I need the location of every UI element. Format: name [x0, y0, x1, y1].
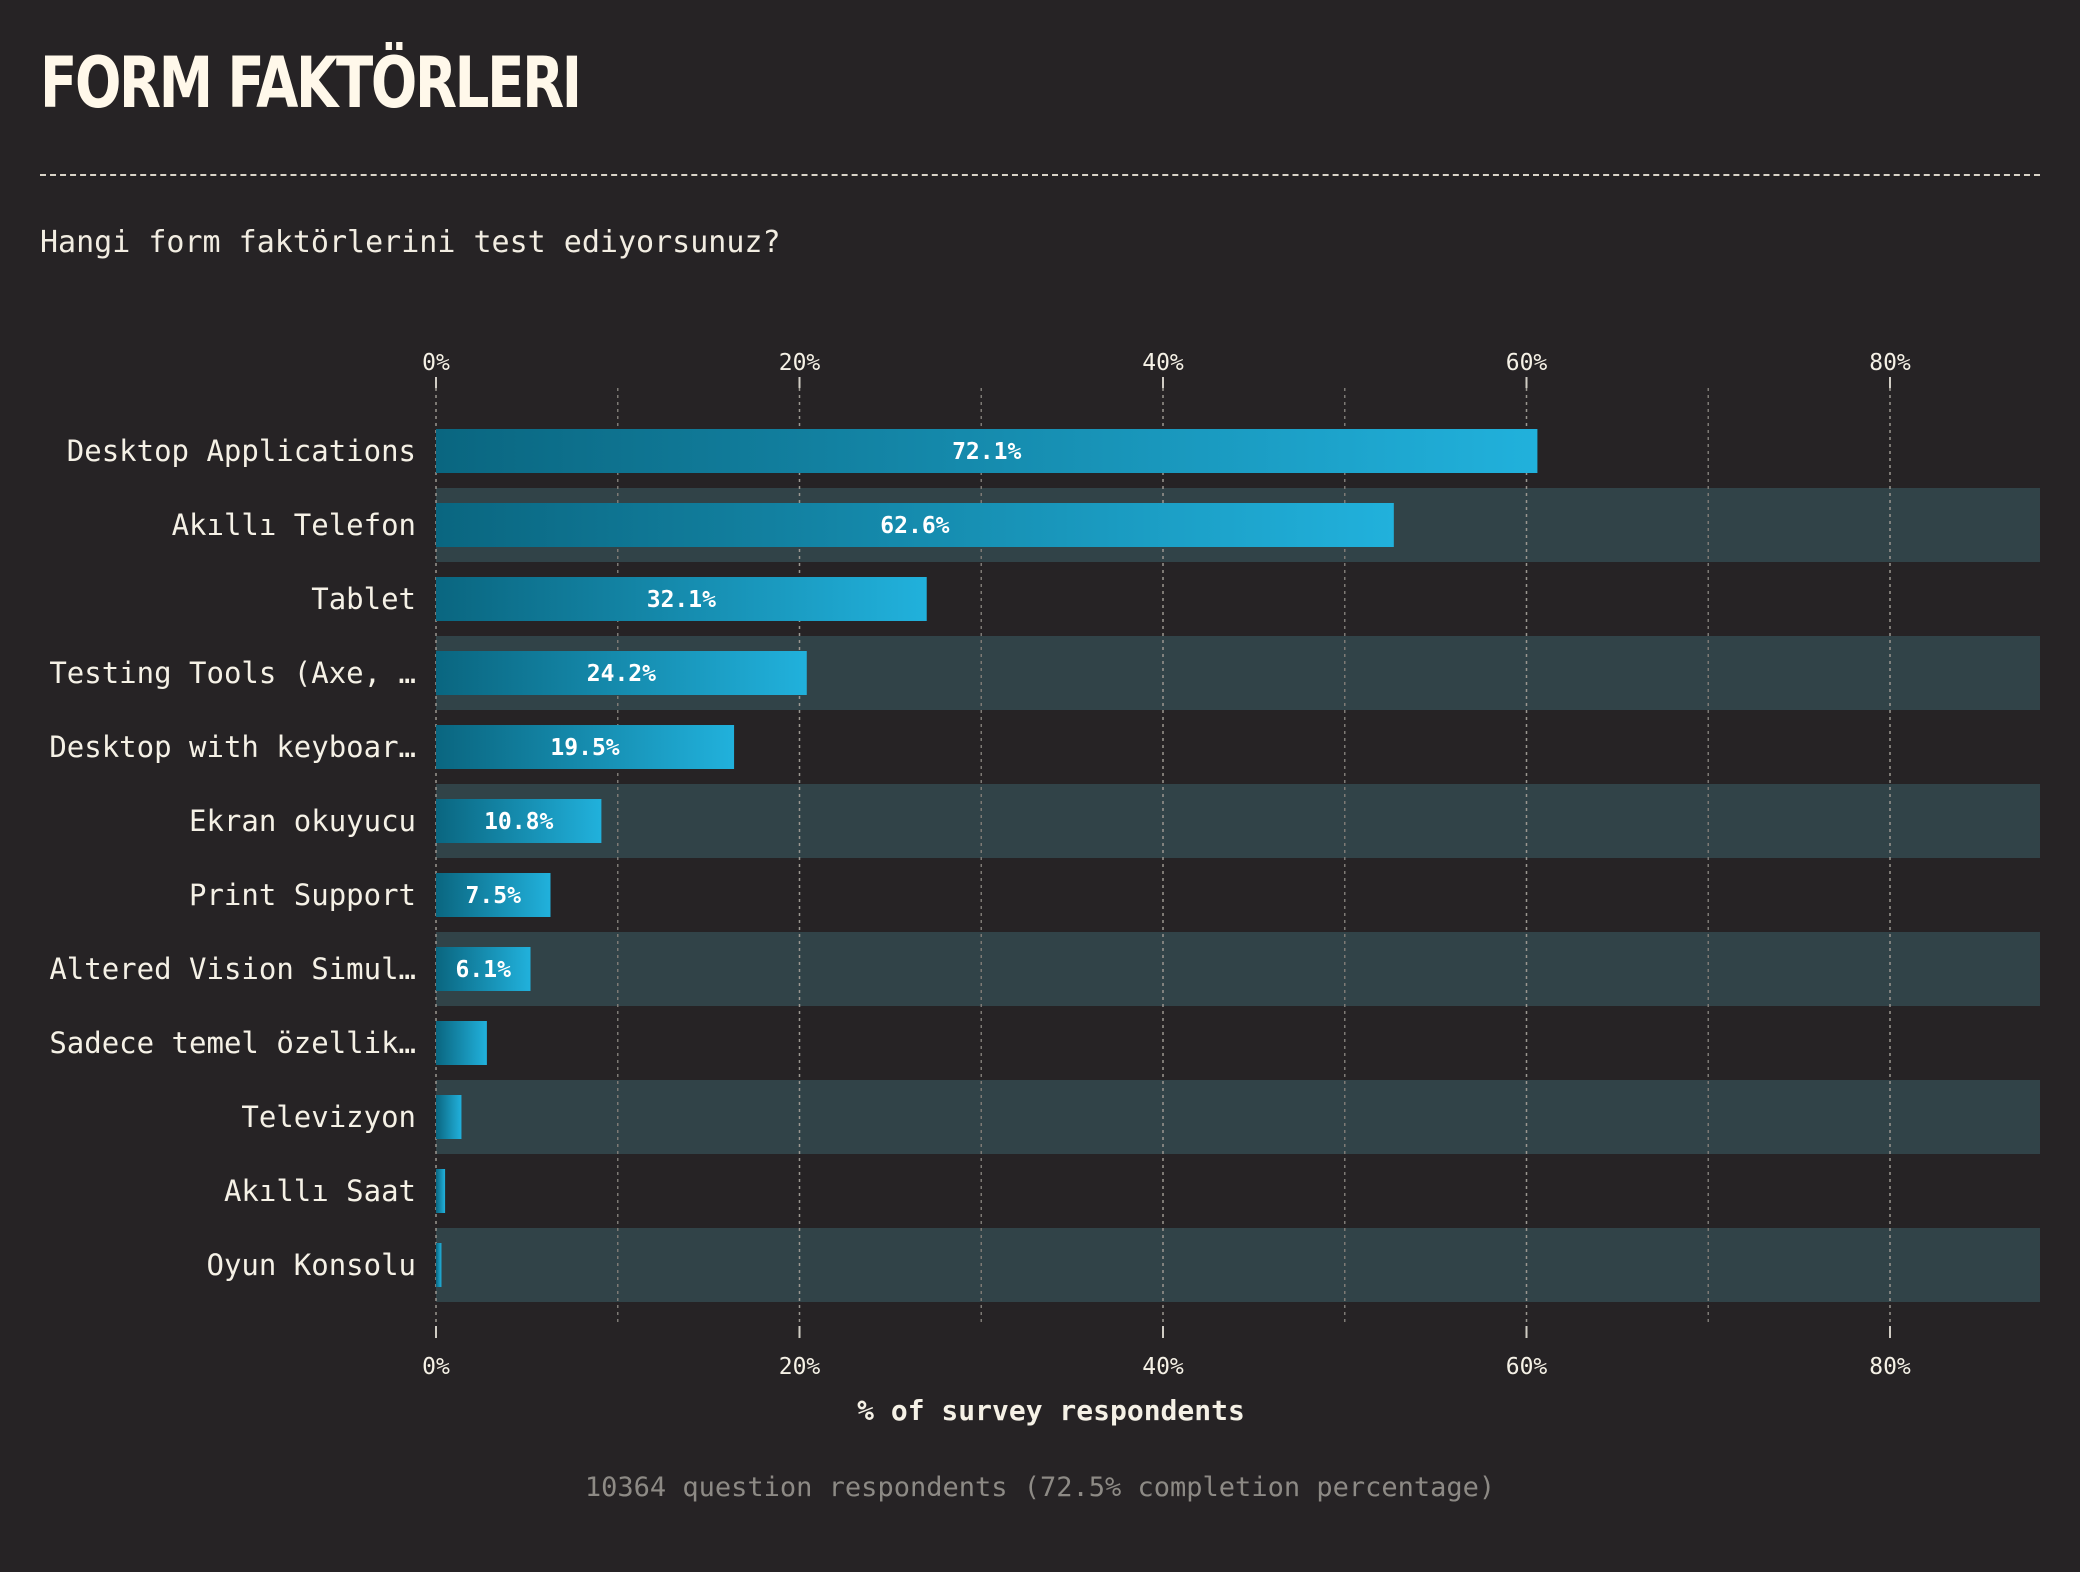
- category-label: Oyun Konsolu: [206, 1248, 416, 1282]
- category-label: Televizyon: [241, 1100, 416, 1134]
- bar: [436, 873, 551, 917]
- bar: [436, 1243, 442, 1287]
- bar: [436, 799, 602, 843]
- bar: [436, 725, 735, 769]
- category-label: Sadece temel özellik…: [49, 1026, 416, 1060]
- row-stripe: [436, 1228, 2040, 1302]
- category-label: Akıllı Saat: [224, 1174, 416, 1208]
- row-stripe: [436, 784, 2040, 858]
- x-tick-label-top: 20%: [779, 350, 821, 376]
- x-axis-top: 0% 20% 40% 60% 80%: [422, 350, 1911, 388]
- bar-value-label: 32.1%: [647, 587, 716, 613]
- bar: [436, 1169, 446, 1213]
- bar-value-label: 6.1%: [456, 957, 512, 983]
- category-label: Desktop with keyboar…: [49, 730, 416, 764]
- bar: [436, 947, 531, 991]
- bar: [436, 1021, 487, 1065]
- bars: 72.1% 62.6% 32.1% 24.2% 19.5% 10.8% 7.5% 6.1%: [436, 429, 1538, 1287]
- x-tick-label-top: 80%: [1869, 350, 1911, 376]
- category-label: Akıllı Telefon: [172, 508, 416, 542]
- x-tick-label-bottom: 20%: [779, 1354, 821, 1380]
- bar: [436, 503, 1394, 547]
- category-label: Tablet: [311, 582, 416, 616]
- x-tick-label-bottom: 40%: [1142, 1354, 1184, 1380]
- x-axis-bottom: 0% 20% 40% 60% 80%: [422, 1326, 1911, 1380]
- bar: [436, 651, 807, 695]
- chart-title: FORM FAKTÖRLERI: [40, 42, 582, 124]
- category-labels: Desktop Applications Akıllı Telefon Tablet…: [49, 434, 416, 1282]
- x-tick-label-top: 40%: [1142, 350, 1184, 376]
- respondents-footnote: 10364 question respondents (72.5% comple…: [584, 1472, 1496, 1503]
- category-label: Desktop Applications: [67, 434, 416, 468]
- category-label: Testing Tools (Axe, …: [49, 656, 416, 690]
- bar-value-label: 19.5%: [550, 735, 619, 761]
- bar-value-label: 72.1%: [952, 439, 1021, 465]
- category-label: Ekran okuyucu: [189, 804, 416, 838]
- category-label: Altered Vision Simul…: [49, 952, 416, 986]
- row-stripes: [436, 488, 2040, 1302]
- x-tick-label-top: 60%: [1506, 350, 1548, 376]
- category-label: Print Support: [189, 878, 416, 912]
- row-stripe: [436, 1080, 2040, 1154]
- bar-value-label: 24.2%: [587, 661, 656, 687]
- x-tick-label-bottom: 80%: [1869, 1354, 1911, 1380]
- x-tick-label-bottom: 60%: [1506, 1354, 1548, 1380]
- row-stripe: [436, 932, 2040, 1006]
- bar: [436, 429, 1538, 473]
- x-tick-label-bottom: 0%: [422, 1354, 450, 1380]
- bar-value-label: 62.6%: [880, 513, 949, 539]
- x-tick-label-top: 0%: [422, 350, 450, 376]
- bar: [436, 1095, 462, 1139]
- title-divider: [40, 174, 2040, 176]
- chart-subtitle: Hangi form faktörlerini test ediyorsunuz…: [40, 225, 781, 260]
- bar-chart: 72.1% 62.6% 32.1% 24.2% 19.5% 10.8% 7.5% 6.1% D…: [49, 350, 2040, 1427]
- bar-value-label: 7.5%: [466, 883, 522, 909]
- bar: [436, 577, 927, 621]
- x-axis-label: % of survey respondents: [857, 1394, 1245, 1427]
- bar-value-label: 10.8%: [484, 809, 553, 835]
